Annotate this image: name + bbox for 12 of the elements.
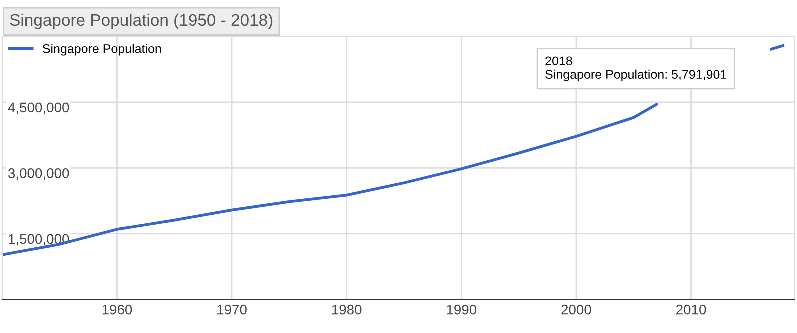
x-tick-label: 1970	[218, 304, 247, 315]
y-tick-label: 4,500,000	[8, 102, 70, 114]
x-tick-label: 1980	[332, 304, 362, 315]
y-tick-label: 3,000,000	[8, 168, 70, 180]
x-tick-label: 1960	[102, 304, 132, 315]
x-tick-label: 1990	[447, 304, 477, 315]
chart-title: Singapore Population (1950 - 2018)	[10, 14, 273, 30]
annotation: 2018 Singapore Population: 5,791,901	[546, 56, 727, 82]
legend-label: Singapore Population	[42, 44, 162, 56]
x-tick-label: 2000	[562, 304, 592, 315]
y-tick-label: 1,500,000	[9, 234, 70, 246]
x-tick-label: 2010	[676, 304, 706, 315]
